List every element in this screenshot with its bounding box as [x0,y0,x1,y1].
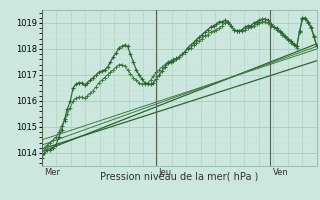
X-axis label: Pression niveau de la mer( hPa ): Pression niveau de la mer( hPa ) [100,172,258,182]
Text: Jeu: Jeu [159,168,172,177]
Text: Ven: Ven [273,168,289,177]
Text: Mer: Mer [44,168,60,177]
